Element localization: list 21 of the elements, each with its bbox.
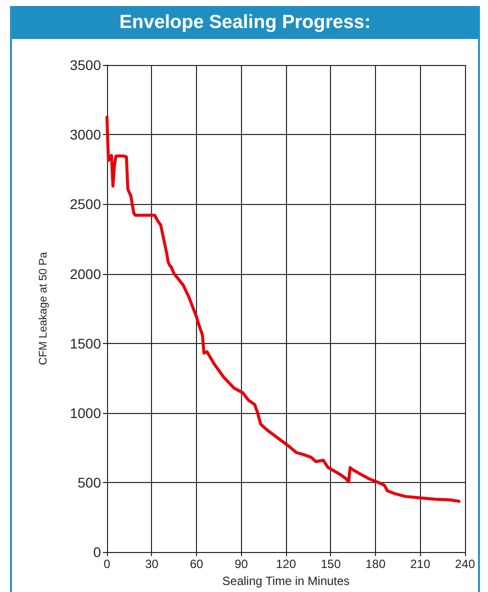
- x-tick-label: 120: [276, 557, 296, 572]
- y-tick-label: 1000: [70, 404, 102, 421]
- x-axis-title: Sealing Time in Minutes: [222, 574, 350, 588]
- x-tick-label: 180: [365, 557, 386, 572]
- x-tick-label: 60: [190, 557, 204, 572]
- x-tick-label: 210: [410, 557, 431, 572]
- y-tick-label: 3000: [70, 126, 102, 143]
- line-series: [106, 116, 461, 503]
- y-tick-label: 3500: [70, 57, 102, 73]
- y-axis-title: CFM Leakage at 50 Pa: [38, 251, 50, 366]
- chart-title: Envelope Sealing Progress:: [12, 6, 478, 39]
- y-tick-label: 1500: [70, 335, 102, 352]
- x-tick-label: 150: [320, 557, 342, 572]
- x-tick-label: 90: [234, 557, 248, 572]
- x-tick-label: 0: [104, 557, 111, 572]
- x-tick-label: 240: [454, 557, 476, 572]
- y-tick-label: 500: [78, 474, 102, 491]
- y-tick-label: 2000: [70, 266, 102, 282]
- x-tick-label: 30: [145, 557, 159, 572]
- y-tick-label: 0: [93, 544, 102, 560]
- y-tick-label: 2500: [70, 196, 102, 212]
